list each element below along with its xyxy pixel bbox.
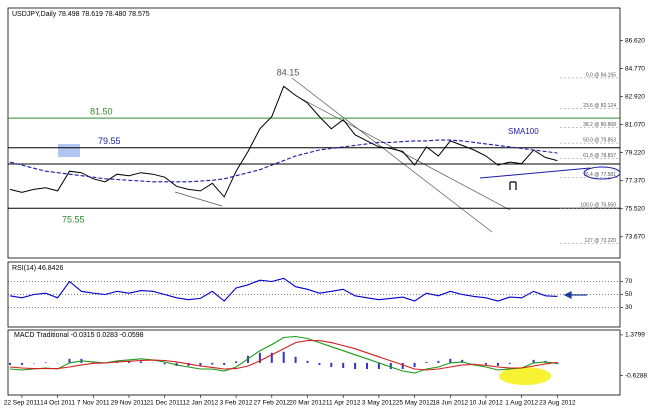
- y-tick-label: 86.620: [625, 37, 645, 44]
- bar: [270, 352, 273, 363]
- bar: [377, 362, 380, 369]
- rsi-title: RSI(14) 46.8426: [12, 265, 63, 272]
- macd-panel: [7, 329, 621, 396]
- trend-line: [174, 191, 223, 207]
- x-tick-label: 14 Oct 2011: [40, 400, 75, 407]
- bar: [485, 362, 487, 365]
- x-tick-label: 22 Sep 2011: [4, 400, 41, 407]
- bar: [449, 358, 452, 363]
- bar: [508, 362, 511, 364]
- y-tick-label: 84.770: [625, 65, 645, 72]
- x-tick-label: 21 Dec 2011: [147, 400, 184, 407]
- x-tick-label: 25 May 2012: [396, 400, 434, 407]
- fib-label: 61.8 @ 78.837: [583, 153, 616, 159]
- level-label: 81.50: [90, 107, 113, 117]
- bar: [258, 352, 261, 363]
- fib-label: 23.6 @ 82.124: [583, 103, 616, 109]
- annotation: 84.15: [277, 67, 300, 77]
- x-tick-label: 11 Apr 2012: [326, 400, 361, 407]
- circle-marker: [583, 166, 621, 180]
- chart-title: USDJPY,Daily 78.498 78.619 78.480 78.575: [12, 11, 150, 18]
- bar: [20, 362, 23, 365]
- y-tick-label: 79.220: [625, 149, 645, 156]
- fib-label: 50.0 @ 79.853: [583, 137, 616, 143]
- x-tick-label: 1 Aug 2012: [505, 400, 538, 407]
- series-line: [9, 85, 558, 198]
- bar: [44, 362, 47, 363]
- bar: [199, 362, 202, 366]
- fib-label: 38.2 @ 80.868: [583, 122, 616, 128]
- x-tick-label: 3 May 2012: [362, 400, 396, 407]
- arrow: [563, 291, 587, 299]
- x-tick-label: 3 Feb 2012: [220, 400, 253, 407]
- x-tick-label: 7 Nov 2011: [77, 400, 110, 407]
- bar: [342, 362, 345, 368]
- macd-title: MACD Traditional -0.0315 0.0283 -0.0598: [14, 332, 144, 339]
- x-tick-label: 20 Mar 2012: [289, 400, 326, 407]
- fib-label: 100.0 @ 75.550: [580, 203, 616, 209]
- bar: [306, 360, 309, 363]
- highlight-box: [58, 144, 80, 157]
- channel-line: [291, 77, 493, 233]
- bar: [413, 362, 416, 367]
- bar: [128, 361, 130, 363]
- level-label: 75.55: [62, 215, 85, 225]
- bar: [354, 362, 357, 369]
- fib-label: 127 @ 73.220: [585, 238, 617, 244]
- support-line: [479, 167, 591, 179]
- series-label: SMA100: [508, 127, 539, 136]
- bar: [556, 362, 559, 365]
- bar: [235, 361, 238, 363]
- bar: [437, 360, 440, 363]
- bar: [139, 361, 142, 363]
- y-tick-label: 1.3799: [625, 332, 645, 339]
- bar: [425, 361, 428, 363]
- y-tick-label: 70: [625, 278, 633, 285]
- series-line: [9, 139, 558, 183]
- y-tick-label: 73.670: [625, 234, 645, 241]
- bar: [496, 362, 499, 366]
- y-tick-label: 82.920: [625, 93, 645, 100]
- bar: [318, 362, 321, 365]
- x-tick-label: 18 Jun 2012: [432, 400, 468, 407]
- x-tick-label: 10 Jul 2012: [469, 400, 503, 407]
- bar: [330, 362, 333, 367]
- y-tick-label: 30: [625, 304, 633, 311]
- series-line: [9, 277, 558, 302]
- y-tick-label: 77.370: [625, 177, 645, 184]
- macd-highlight: [499, 367, 551, 385]
- series-line: [9, 340, 558, 371]
- y-tick-label: 50: [625, 291, 633, 298]
- level-label: 79.55: [98, 136, 121, 146]
- y-tick-label: 75.520: [625, 205, 645, 212]
- y-tick-label: 81.070: [625, 121, 645, 128]
- bar: [223, 362, 226, 365]
- bar: [389, 362, 392, 369]
- x-tick-label: 23 Aug 2012: [539, 400, 576, 407]
- bar: [532, 359, 535, 363]
- bar: [9, 362, 11, 365]
- bar: [294, 356, 297, 363]
- bar: [282, 351, 285, 363]
- bar: [68, 358, 71, 363]
- fib-label: 0.0 @ 84.155: [586, 72, 616, 78]
- bar: [163, 362, 166, 365]
- x-tick-label: 29 Nov 2011: [111, 400, 148, 407]
- pattern-marker: [509, 181, 517, 190]
- y-tick-label: -0.6288: [625, 372, 647, 379]
- price-panel: [7, 7, 621, 259]
- bar: [211, 362, 214, 365]
- x-tick-label: 12 Jan 2012: [183, 400, 219, 407]
- bar: [366, 362, 368, 369]
- bar: [401, 362, 404, 369]
- fib-label: 76.4 @ 77.581: [583, 172, 616, 178]
- x-tick-label: 27 Feb 2012: [254, 400, 291, 407]
